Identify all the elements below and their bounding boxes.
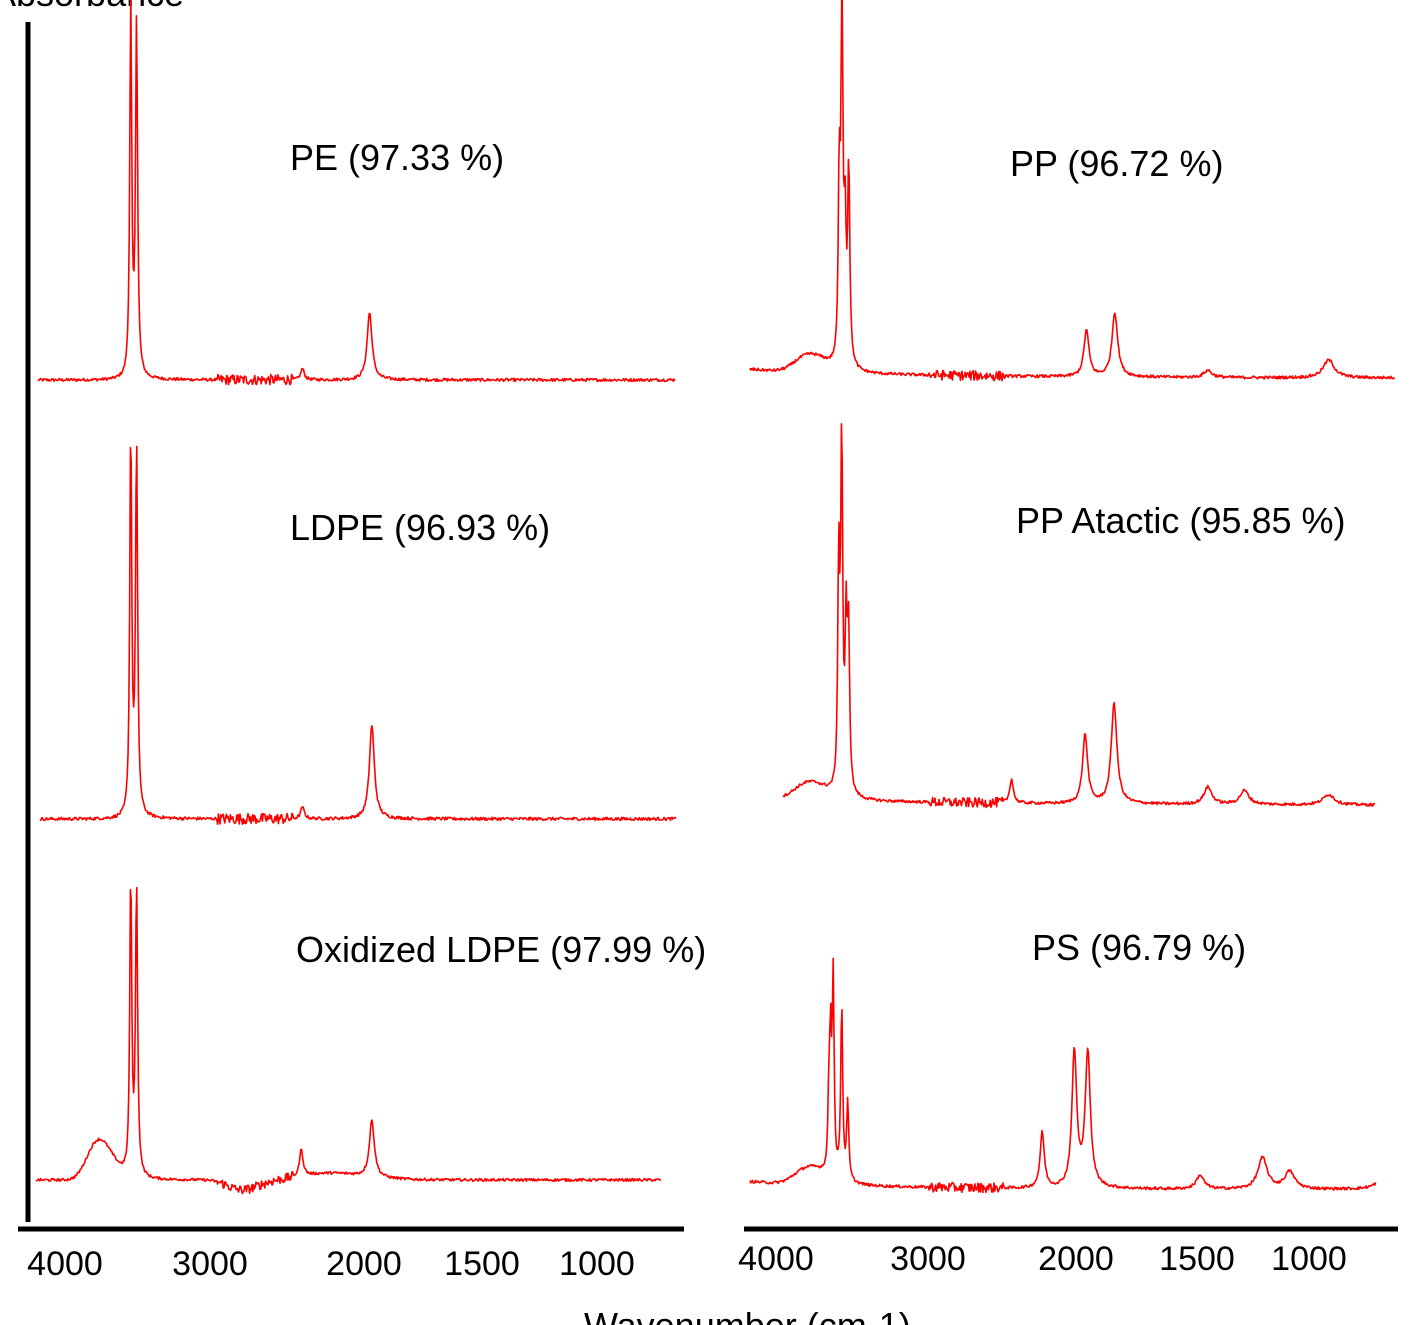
- x-tick-label: 2000: [1038, 1240, 1114, 1278]
- spectrum-line-pp: [749, 0, 1396, 382]
- x-tick-label: 3000: [890, 1240, 966, 1278]
- x-tick-label: 1500: [1159, 1240, 1235, 1278]
- x-tick-label: 4000: [738, 1240, 814, 1278]
- x-tick-label: 1000: [559, 1245, 635, 1283]
- spectrum-line-oxidized-ldpe: [35, 886, 662, 1195]
- y-axis-label: Absorbance: [0, 0, 184, 14]
- series-label-pe: PE (97.33 %): [290, 137, 504, 178]
- x-tick-label: 1000: [1271, 1240, 1347, 1278]
- spectrum-line-pe: [37, 0, 676, 386]
- left-panel: 4000 3000 2000 1500 1000: [18, 0, 684, 1283]
- x-tick-label: 4000: [27, 1245, 103, 1283]
- x-tick-label: 1500: [444, 1245, 520, 1283]
- series-label-oxidized-ldpe: Oxidized LDPE (97.99 %): [296, 929, 706, 970]
- series-label-ps: PS (96.79 %): [1032, 927, 1246, 968]
- series-label-pp: PP (96.72 %): [1010, 143, 1223, 184]
- series-label-pp-atactic: PP Atactic (95.85 %): [1016, 500, 1346, 541]
- series-label-ldpe: LDPE (96.93 %): [290, 507, 550, 548]
- right-panel: 4000 3000 2000 1500 1000: [738, 0, 1398, 1278]
- x-tick-label: 2000: [326, 1245, 402, 1283]
- x-axis-label: Wavenumber (cm-1): [584, 1305, 911, 1325]
- spectrum-line-pp-atactic: [782, 422, 1376, 809]
- x-tick-label: 3000: [172, 1245, 248, 1283]
- spectrum-line-ldpe: [39, 445, 677, 826]
- spectrum-line-ps: [749, 957, 1377, 1194]
